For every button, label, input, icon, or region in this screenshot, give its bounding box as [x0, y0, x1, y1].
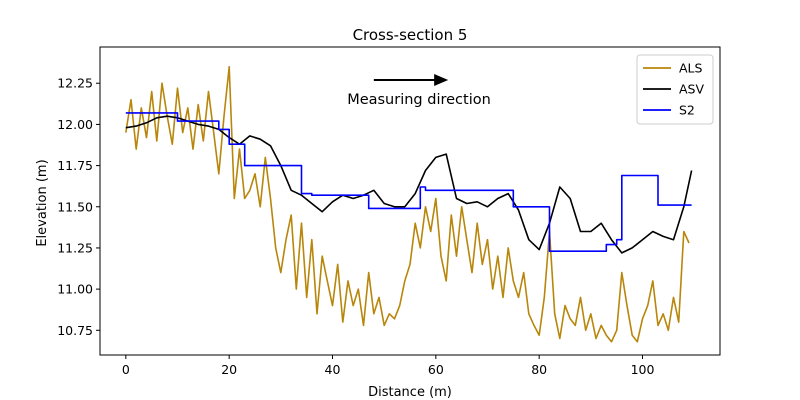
annotation-text: Measuring direction [347, 92, 491, 108]
x-tick-label: 0 [122, 362, 130, 377]
y-tick-label: 12.25 [57, 76, 93, 91]
series-line-als [125, 66, 690, 343]
legend-label-als: ALS [679, 61, 703, 76]
x-tick-label: 80 [531, 362, 547, 377]
x-axis-title: Distance (m) [368, 385, 452, 400]
y-tick-label: 11.75 [57, 158, 93, 173]
annotation: Measuring direction [347, 73, 491, 108]
series-line-s2 [125, 112, 692, 252]
x-tick-label: 20 [221, 362, 237, 377]
axis-ticks: 0 20 40 60 80 100 10.75 11.00 11.25 11.50 11.75 12.… [57, 76, 654, 377]
arrow-head [434, 73, 449, 86]
plot-frame [99, 46, 721, 356]
series-line-asv [125, 115, 693, 254]
legend: ALS ASV S2 [636, 54, 714, 125]
legend-label-asv: ASV [679, 82, 704, 97]
y-tick-label: 11.50 [57, 199, 93, 214]
x-tick-label: 100 [631, 362, 655, 377]
chart-title: Cross-section 5 [353, 26, 468, 44]
y-tick-label: 11.00 [57, 282, 93, 297]
legend-box [636, 54, 714, 125]
x-tick-label: 40 [325, 362, 341, 377]
plot-series [125, 66, 693, 343]
legend-label-s2: S2 [679, 103, 695, 118]
y-tick-label: 12.00 [57, 117, 93, 132]
y-tick-label: 10.75 [57, 323, 93, 338]
y-tick-label: 11.25 [57, 240, 93, 255]
x-tick-label: 60 [428, 362, 444, 377]
y-axis-title: Elevation (m) [35, 159, 50, 246]
